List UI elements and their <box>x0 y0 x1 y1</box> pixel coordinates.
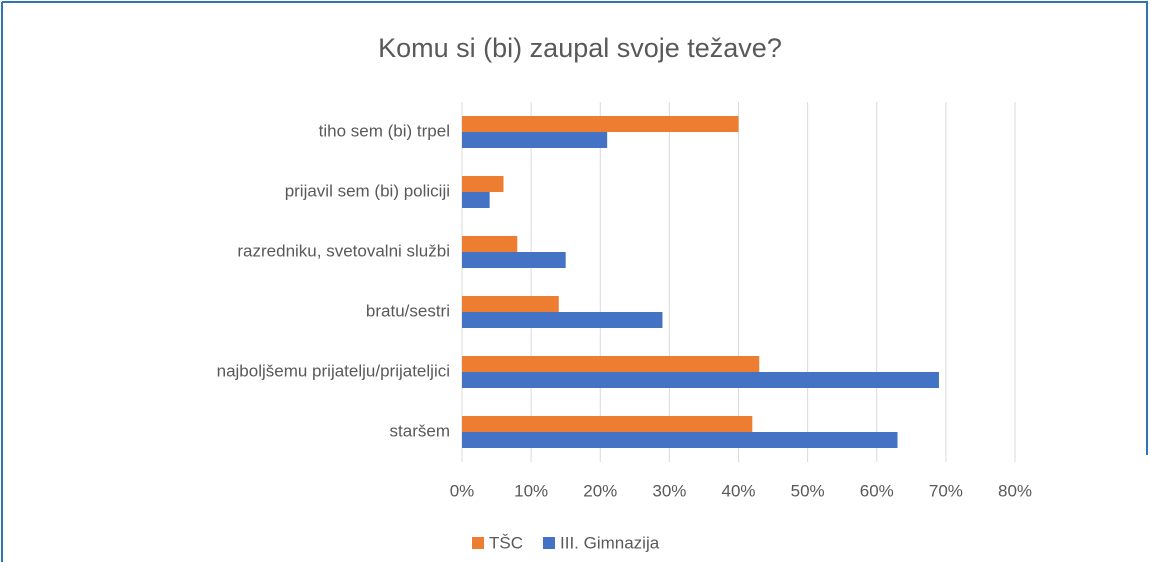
x-tick-label: 50% <box>791 481 825 500</box>
x-tick-label: 80% <box>998 481 1032 500</box>
x-tick-label: 40% <box>721 481 755 500</box>
legend-swatch <box>472 537 484 549</box>
y-tick-label: najboljšemu prijatelju/prijateljici <box>217 361 450 380</box>
bar <box>462 252 566 268</box>
x-tick-label: 20% <box>583 481 617 500</box>
y-tick-label: staršem <box>390 421 450 440</box>
bar <box>462 416 753 432</box>
y-tick-label: prijavil sem (bi) policiji <box>285 181 450 200</box>
bar <box>462 356 760 372</box>
bar <box>462 432 898 448</box>
bar <box>462 176 504 192</box>
bar <box>462 312 663 328</box>
bar <box>462 116 739 132</box>
x-tick-label: 30% <box>652 481 686 500</box>
bar <box>462 192 490 208</box>
x-tick-label: 0% <box>450 481 475 500</box>
y-tick-label: razredniku, svetovalni službi <box>237 241 450 260</box>
bar <box>462 372 939 388</box>
bar <box>462 296 559 312</box>
x-tick-label: 70% <box>929 481 963 500</box>
legend-swatch <box>543 537 555 549</box>
chart-title: Komu si (bi) zaupal svoje težave? <box>378 33 782 63</box>
y-tick-label: bratu/sestri <box>366 301 450 320</box>
legend-label: III. Gimnazija <box>560 533 660 552</box>
x-tick-label: 10% <box>514 481 548 500</box>
bar <box>462 132 608 148</box>
x-tick-label: 60% <box>860 481 894 500</box>
bar <box>462 236 518 252</box>
y-tick-label: tiho sem (bi) trpel <box>319 121 450 140</box>
legend-label: TŠC <box>489 533 523 552</box>
